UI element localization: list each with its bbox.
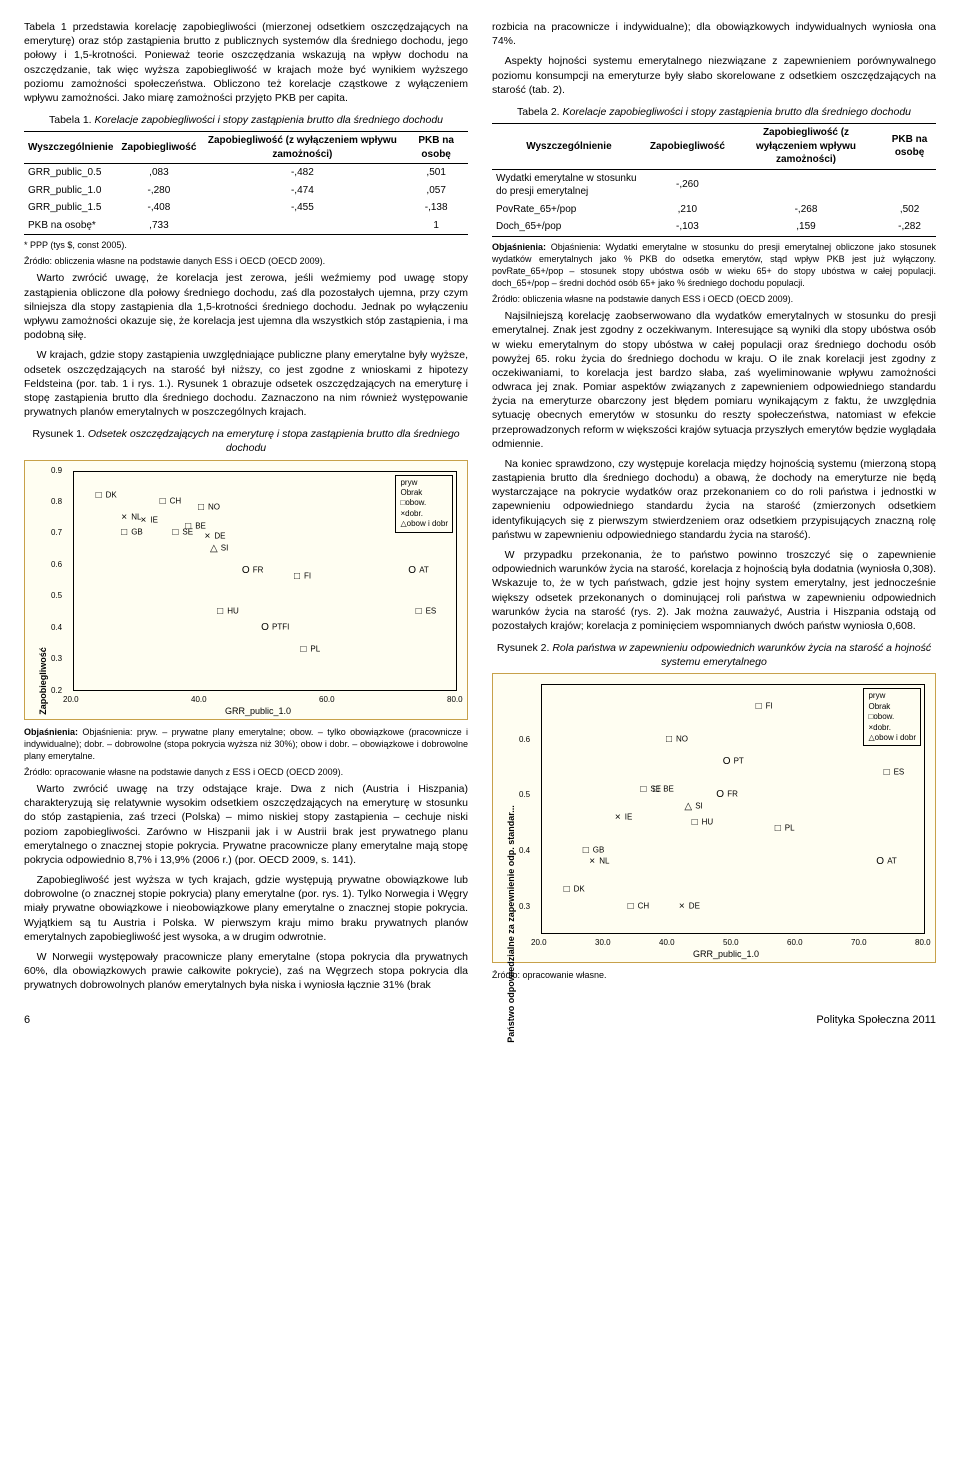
- fig2-caption: Rysunek 2. Rola państwa w zapewnieniu od…: [492, 641, 936, 669]
- para: W Norwegii występowały pracownicze plany…: [24, 950, 468, 993]
- page-footer: 6 Polityka Społeczna 2011: [24, 1013, 936, 1028]
- table2-note: Objaśnienia: Objaśnienia: Wydatki emeryt…: [492, 241, 936, 290]
- para: Warto zwrócić uwagę na trzy odstające kr…: [24, 782, 468, 867]
- fig2-source: Źródło: opracowanie własne.: [492, 969, 936, 981]
- para: rozbicia na pracownicze i indywidualne);…: [492, 20, 936, 48]
- page-number: 6: [24, 1013, 30, 1028]
- para: Tabela 1 przedstawia korelację zapobiegl…: [24, 20, 468, 105]
- fig1-caption: Rysunek 1. Odsetek oszczędzających na em…: [24, 427, 468, 455]
- figure2-chart: 20.030.040.050.060.070.080.00.30.40.50.6…: [492, 673, 936, 963]
- fig1-source: Źródło: opracowanie własne na podstawie …: [24, 766, 468, 778]
- fig1-note: Objaśnienia: Objaśnienia: pryw. – prywat…: [24, 726, 468, 762]
- para: Aspekty hojności systemu emerytalnego ni…: [492, 54, 936, 97]
- table1-caption: Tabela 1. Korelacje zapobiegliwości i st…: [24, 113, 468, 127]
- para: W przypadku przekonania, że to państwo p…: [492, 548, 936, 633]
- journal-name: Polityka Społeczna 2011: [816, 1013, 936, 1028]
- table1: Wyszczególnienie Zapobiegliwość Zapobieg…: [24, 131, 468, 235]
- para: Na koniec sprawdzono, czy występuje kore…: [492, 457, 936, 542]
- para: Najsilniejszą korelację zaobserwowano dl…: [492, 309, 936, 451]
- para: Zapobiegliwość jest wyższa w tych krajac…: [24, 873, 468, 944]
- figure1-chart: 20.040.060.080.00.20.30.40.50.60.70.80.9…: [24, 460, 468, 720]
- para: W krajach, gdzie stopy zastąpienia uwzgl…: [24, 348, 468, 419]
- table2: Wyszczególnienie Zapobiegliwość Zapobieg…: [492, 123, 936, 237]
- table1-source: Źródło: obliczenia własne na podstawie d…: [24, 255, 468, 267]
- table2-caption: Tabela 2. Korelacje zapobiegliwości i st…: [492, 105, 936, 119]
- table1-note: * PPP (tys $, const 2005).: [24, 239, 468, 251]
- table2-source: Źródło: obliczenia własne na podstawie d…: [492, 293, 936, 305]
- para: Warto zwrócić uwagę, że korelacja jest z…: [24, 271, 468, 342]
